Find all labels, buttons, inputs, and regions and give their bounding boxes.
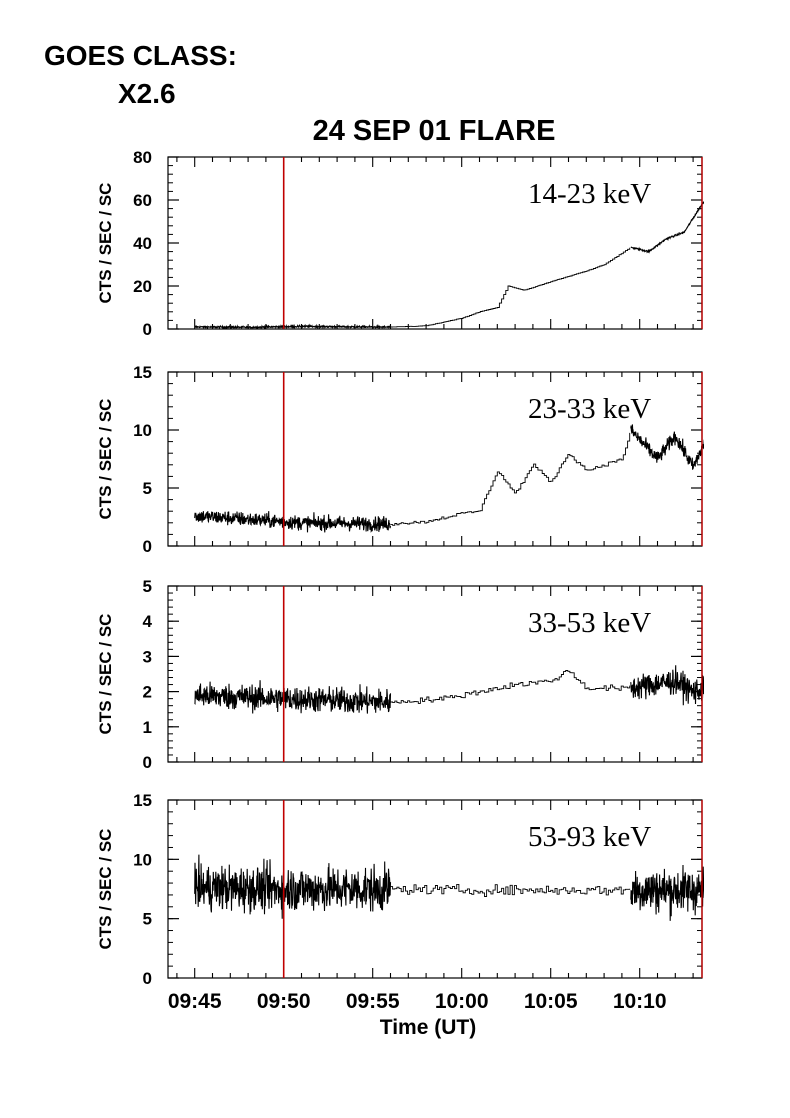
y-tick-label: 20 xyxy=(133,277,152,296)
energy-band-label: 23-33 keV xyxy=(528,393,651,425)
energy-band-label: 53-93 keV xyxy=(528,821,651,853)
y-axis-label: CTS / SEC / SC xyxy=(96,399,115,520)
y-axis-label: CTS / SEC / SC xyxy=(96,614,115,735)
y-tick-label: 0 xyxy=(143,969,152,988)
y-tick-label: 5 xyxy=(143,910,152,929)
x-tick-label: 09:45 xyxy=(168,990,222,1013)
y-tick-label: 15 xyxy=(133,791,152,810)
x-tick-label: 09:50 xyxy=(257,990,311,1013)
panel-2: 0 5 10 15 CTS / SEC / SC 23-33 keV xyxy=(96,363,704,556)
goes-class-label: GOES CLASS: xyxy=(44,40,237,71)
panel-4: 0 5 10 15 CTS / SEC / SC 53-93 keV xyxy=(96,791,704,988)
energy-band-label: 33-53 keV xyxy=(528,607,651,639)
goes-class-value: X2.6 xyxy=(118,78,176,109)
y-tick-label: 0 xyxy=(143,753,152,772)
data-series-noisy xyxy=(194,854,392,919)
data-series-noisy xyxy=(194,680,392,714)
figure-title: 24 SEP 01 FLARE xyxy=(313,115,556,147)
energy-band-label: 14-23 keV xyxy=(528,178,651,210)
y-axis-label: CTS / SEC / SC xyxy=(96,829,115,950)
y-tick-label: 1 xyxy=(143,718,152,737)
x-axis-label: Time (UT) xyxy=(380,1016,476,1039)
data-series-noisy xyxy=(630,864,704,921)
x-tick-label: 10:00 xyxy=(435,990,489,1013)
x-tick-label: 09:55 xyxy=(346,990,400,1013)
data-series-smooth xyxy=(390,883,631,897)
y-tick-label: 10 xyxy=(133,421,152,440)
y-tick-label: 5 xyxy=(143,577,152,596)
y-tick-label: 40 xyxy=(133,234,152,253)
y-tick-label: 0 xyxy=(143,320,152,339)
panel-3: 0 1 2 3 4 5 CTS / SEC / SC 33-53 keV xyxy=(96,577,704,772)
x-tick-label: 10:05 xyxy=(524,990,578,1013)
y-tick-label: 10 xyxy=(133,850,152,869)
panel-1: 0 20 40 60 80 CTS / SEC / SC 14-23 keV xyxy=(96,148,704,339)
y-tick-label: 80 xyxy=(133,148,152,167)
y-tick-label: 0 xyxy=(143,537,152,556)
y-tick-label: 60 xyxy=(133,191,152,210)
x-tick-label: 10:10 xyxy=(613,990,667,1013)
y-tick-label: 3 xyxy=(143,647,152,666)
data-series-noisy xyxy=(630,665,704,706)
data-series-smooth xyxy=(390,432,631,526)
data-series-noisy xyxy=(194,323,391,330)
y-tick-label: 15 xyxy=(133,363,152,382)
y-tick-label: 5 xyxy=(143,479,152,498)
data-series-noisy xyxy=(630,424,704,470)
data-series-smooth xyxy=(390,670,631,704)
data-series-smooth xyxy=(390,247,631,328)
y-axis-label: CTS / SEC / SC xyxy=(96,183,115,304)
y-tick-label: 2 xyxy=(143,683,152,702)
data-series-noisy xyxy=(630,201,704,254)
data-series-noisy xyxy=(194,511,392,533)
y-tick-label: 4 xyxy=(143,612,153,631)
